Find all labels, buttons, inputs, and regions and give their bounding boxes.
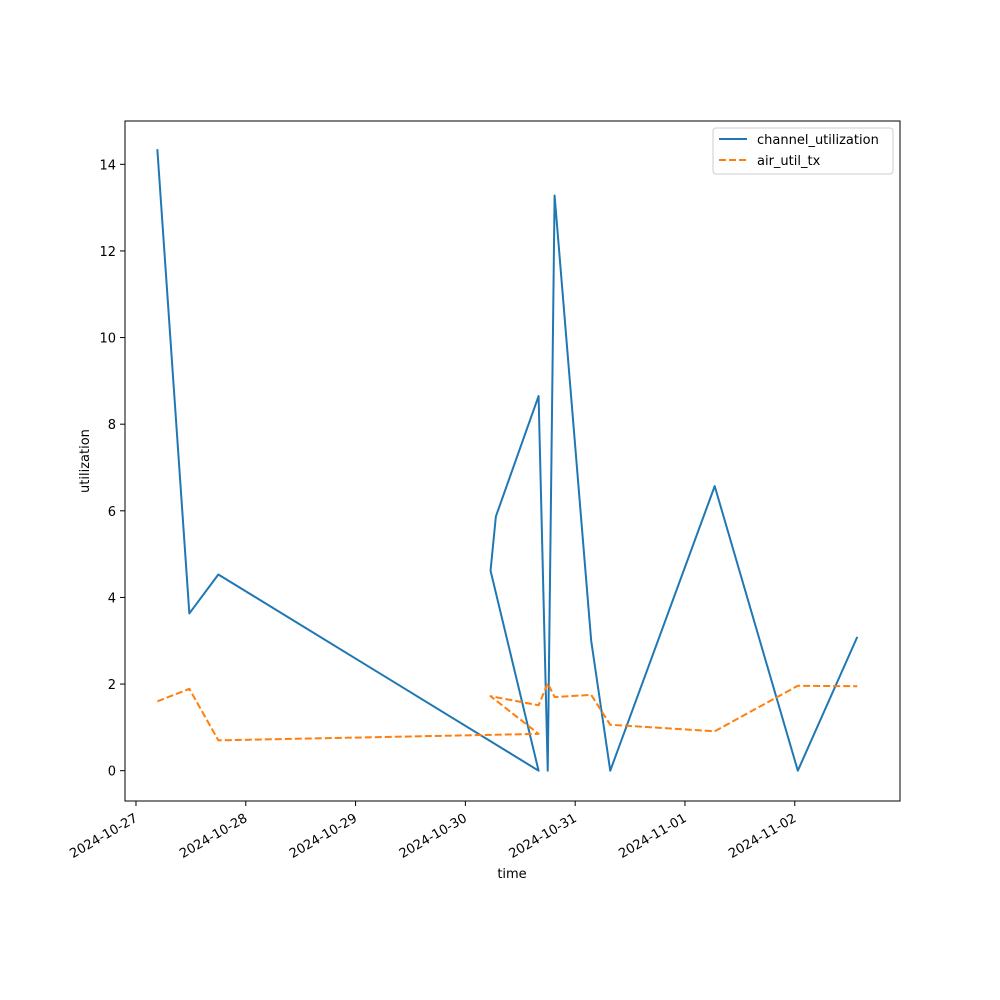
legend-label-air-util-tx: air_util_tx [757,154,821,169]
series-line-channel-utilization [156,149,859,772]
legend: channel_utilization air_util_tx [712,127,894,175]
y-tick-label: 10 [99,332,116,347]
y-tick-label: 0 [108,765,116,780]
axes-frame [124,120,901,802]
y-axis-label: utilization [78,429,93,493]
legend-label-channel-utilization: channel_utilization [757,133,879,148]
x-axis-label: time [497,867,526,882]
y-tick-label: 4 [108,591,116,606]
y-tick-label: 8 [108,418,116,433]
legend-box [712,127,894,175]
series-line-air-util-tx [156,682,858,742]
y-tick-label: 6 [108,505,116,520]
y-tick-label: 2 [108,678,116,693]
y-tick-label: 14 [99,158,116,173]
y-tick-label: 12 [99,245,116,260]
